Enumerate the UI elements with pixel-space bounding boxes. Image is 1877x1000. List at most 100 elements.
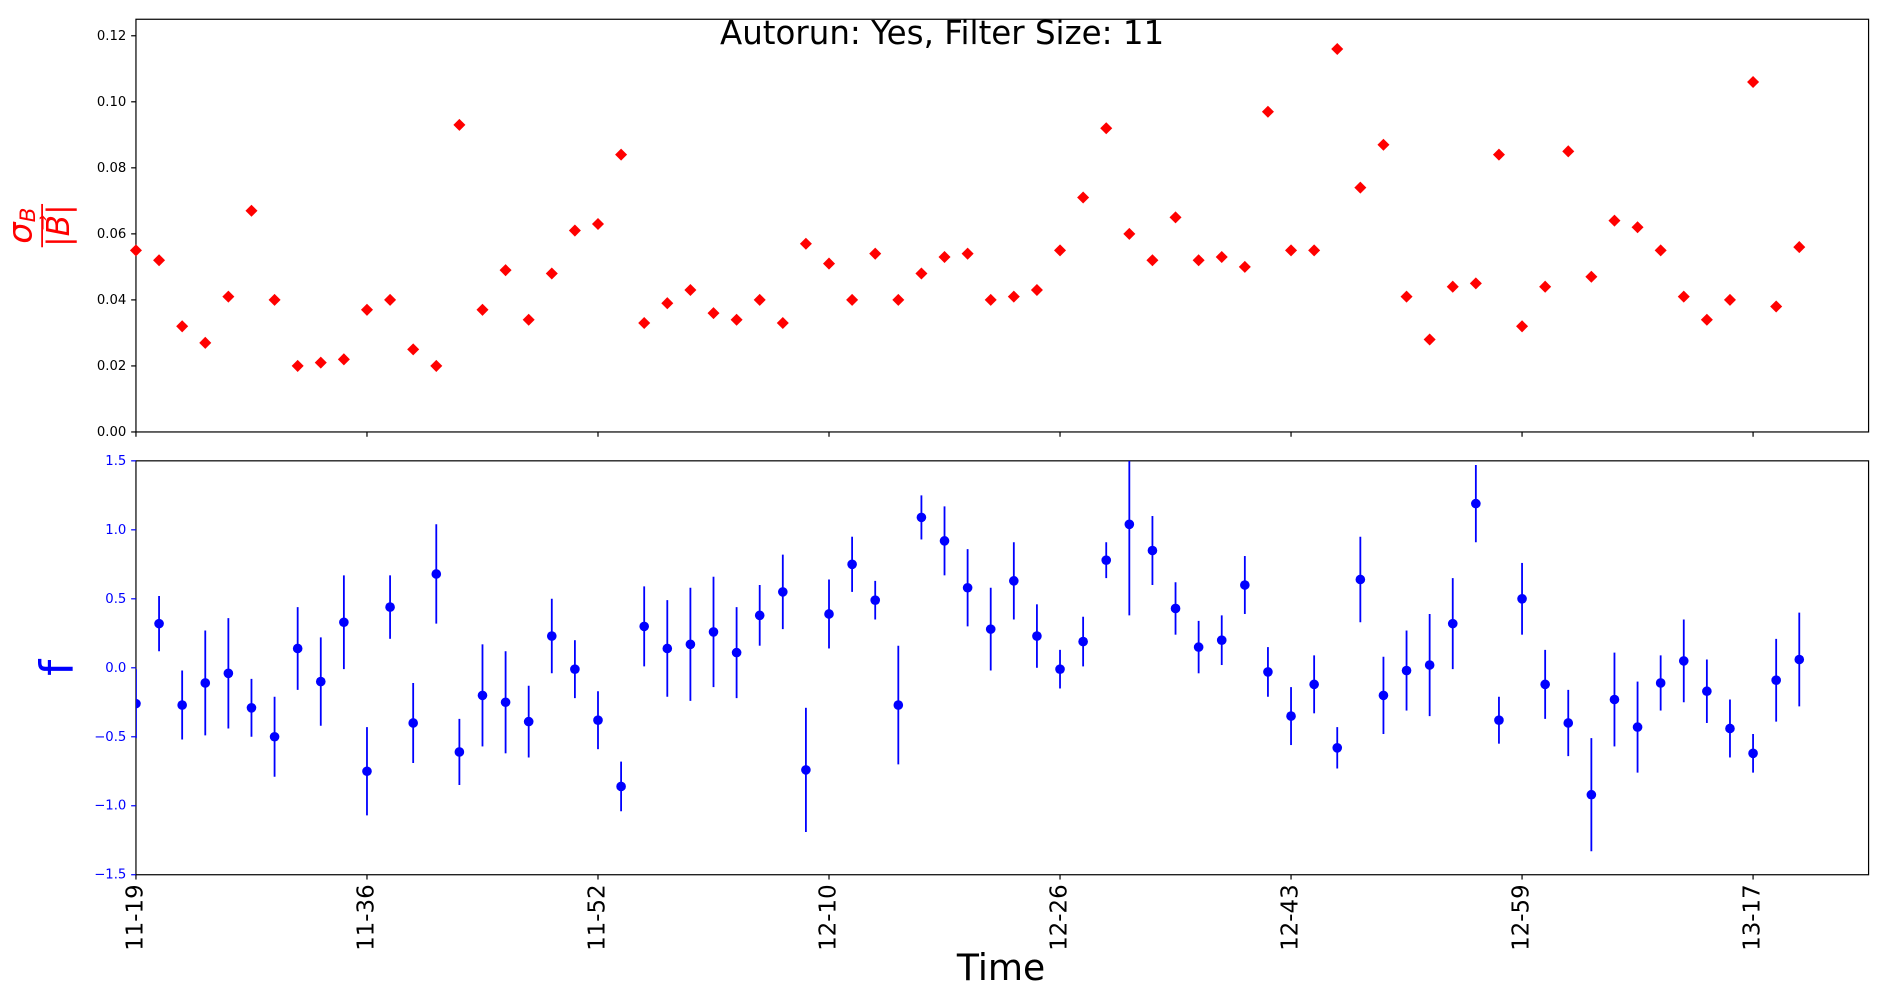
diamond-marker [1238, 260, 1251, 273]
x-tick-label: 11-52 [584, 884, 610, 950]
diamond-marker [1770, 300, 1783, 313]
x-tick-label: 11-36 [353, 884, 379, 950]
point [939, 536, 950, 546]
y-tick-label: 0.5 [105, 592, 126, 607]
plot-frame [135, 18, 1870, 433]
point [1124, 519, 1135, 530]
diamond-marker [1030, 283, 1043, 297]
diamond-marker [1516, 320, 1529, 333]
point [454, 747, 465, 757]
point [1263, 667, 1273, 677]
point [339, 617, 349, 628]
y-label-denominator: |B⃗| [39, 204, 77, 247]
point [1655, 678, 1666, 688]
diamond-marker [476, 303, 489, 316]
point [1725, 723, 1735, 734]
point [135, 698, 141, 709]
y-tick-label: 0.02 [97, 359, 126, 374]
diamond-marker [1192, 254, 1205, 267]
point [1147, 545, 1158, 556]
diamond-marker [1631, 221, 1644, 234]
diamond-marker [1562, 145, 1575, 158]
diamond-marker [846, 293, 859, 306]
point [893, 700, 904, 710]
x-tick-label: 12-43 [1278, 884, 1304, 950]
diamond-marker [337, 353, 350, 366]
plot-area [135, 460, 1805, 852]
point [1240, 580, 1250, 590]
diamond-marker [268, 293, 281, 306]
point [1494, 715, 1504, 726]
point [1702, 686, 1712, 697]
diamond-marker [176, 320, 189, 333]
diamond-marker [1723, 293, 1736, 306]
point [362, 766, 372, 777]
diamond-marker [1261, 105, 1274, 118]
diamond-marker [684, 283, 697, 297]
y-tick-label: −0.5 [94, 730, 126, 745]
point [1517, 593, 1527, 604]
point [223, 668, 234, 679]
point [1193, 642, 1204, 652]
diamond-marker [1608, 214, 1621, 227]
y-tick-label: −1.0 [94, 799, 126, 814]
y-label-subscript: B [16, 208, 41, 223]
point [1055, 664, 1065, 674]
point [1794, 654, 1805, 665]
y-axis-label: σB |B⃗| [0, 203, 77, 248]
y-tick-label: 0.08 [97, 161, 126, 176]
y-axis-label: f [31, 659, 84, 676]
diamond-marker [776, 316, 789, 330]
diamond-marker [869, 247, 882, 260]
point [315, 676, 326, 687]
diamond-marker [1146, 254, 1159, 267]
point [523, 716, 534, 727]
y-tick-label: 0.06 [97, 227, 126, 242]
point [1078, 636, 1088, 647]
diamond-marker [1793, 241, 1806, 254]
x-tick-label: 11-19 [122, 884, 148, 950]
point [1101, 555, 1112, 565]
point [639, 621, 650, 632]
diamond-marker [1054, 244, 1067, 257]
point [1609, 694, 1620, 705]
point [824, 609, 834, 619]
diamond-marker [1400, 290, 1413, 303]
point [708, 627, 719, 637]
y-tick-label: 0.12 [97, 29, 126, 44]
point [593, 715, 603, 726]
x-axis-label: Time [956, 947, 1045, 989]
diamond-marker [615, 148, 628, 161]
point [1216, 635, 1227, 646]
diamond-marker [707, 307, 720, 320]
y-label-numerator: σB [0, 208, 41, 244]
point [847, 559, 857, 570]
point [500, 697, 511, 708]
point [546, 631, 557, 641]
point [246, 702, 257, 713]
diamond-marker [153, 254, 166, 267]
point [1748, 748, 1758, 759]
diamond-marker [1539, 280, 1552, 293]
point [408, 718, 418, 728]
point [1771, 675, 1781, 686]
point [1471, 498, 1481, 509]
diamond-marker [753, 293, 766, 306]
point [916, 512, 927, 523]
diamond-marker [892, 293, 905, 306]
y-tick-label: 0.10 [97, 95, 126, 110]
y-tick-label: 1.5 [105, 454, 126, 469]
diamond-marker [1585, 270, 1598, 283]
diamond-marker [984, 293, 997, 306]
diamond-marker [1423, 333, 1436, 346]
diamond-marker [938, 250, 951, 263]
point [662, 643, 673, 654]
y-label-symbol: σ [0, 221, 39, 244]
y-tick-label: 0.0 [105, 661, 126, 676]
x-tick-label: 12-26 [1047, 884, 1073, 950]
point [1170, 603, 1181, 614]
y-tick-label: −1.5 [94, 868, 126, 883]
x-tick-label: 12-59 [1509, 884, 1535, 950]
